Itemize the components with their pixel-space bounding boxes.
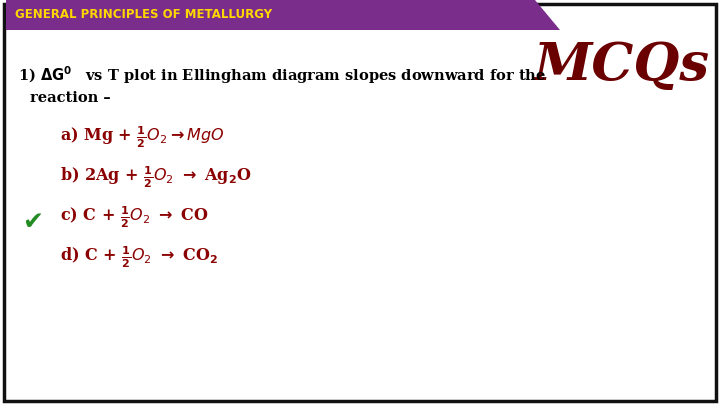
Polygon shape (6, 0, 560, 30)
Text: 1) $\mathbf{\Delta}$$\mathbf{G}$$\mathbf{^{0}}$$\mathbf{\ \ \ }$vs T plot in Ell: 1) $\mathbf{\Delta}$$\mathbf{G}$$\mathbf… (18, 64, 546, 86)
Text: d) C + $\mathbf{\frac{1}{2}}$$\mathit{O_2}$ $\mathbf{\rightarrow}$ CO$\mathbf{_2: d) C + $\mathbf{\frac{1}{2}}$$\mathit{O_… (60, 244, 218, 270)
Text: reaction –: reaction – (30, 91, 111, 105)
FancyBboxPatch shape (4, 4, 716, 401)
Text: ✔: ✔ (22, 210, 43, 234)
Text: MCQs: MCQs (534, 40, 710, 90)
Text: b) 2Ag + $\mathbf{\frac{1}{2}}$$\mathit{O_2}$ $\mathbf{\rightarrow}$ Ag$\mathbf{: b) 2Ag + $\mathbf{\frac{1}{2}}$$\mathit{… (60, 164, 251, 190)
Text: a) Mg + $\mathbf{\frac{1}{2}}$$\mathit{O_2}$$\mathbf{\rightarrow}$$\mathit{MgO}$: a) Mg + $\mathbf{\frac{1}{2}}$$\mathit{O… (60, 124, 225, 150)
Text: GENERAL PRINCIPLES OF METALLURGY: GENERAL PRINCIPLES OF METALLURGY (15, 9, 272, 21)
Text: c) C + $\mathbf{\frac{1}{2}}$$\mathit{O_2}$ $\mathbf{\rightarrow}$ CO: c) C + $\mathbf{\frac{1}{2}}$$\mathit{O_… (60, 204, 209, 230)
